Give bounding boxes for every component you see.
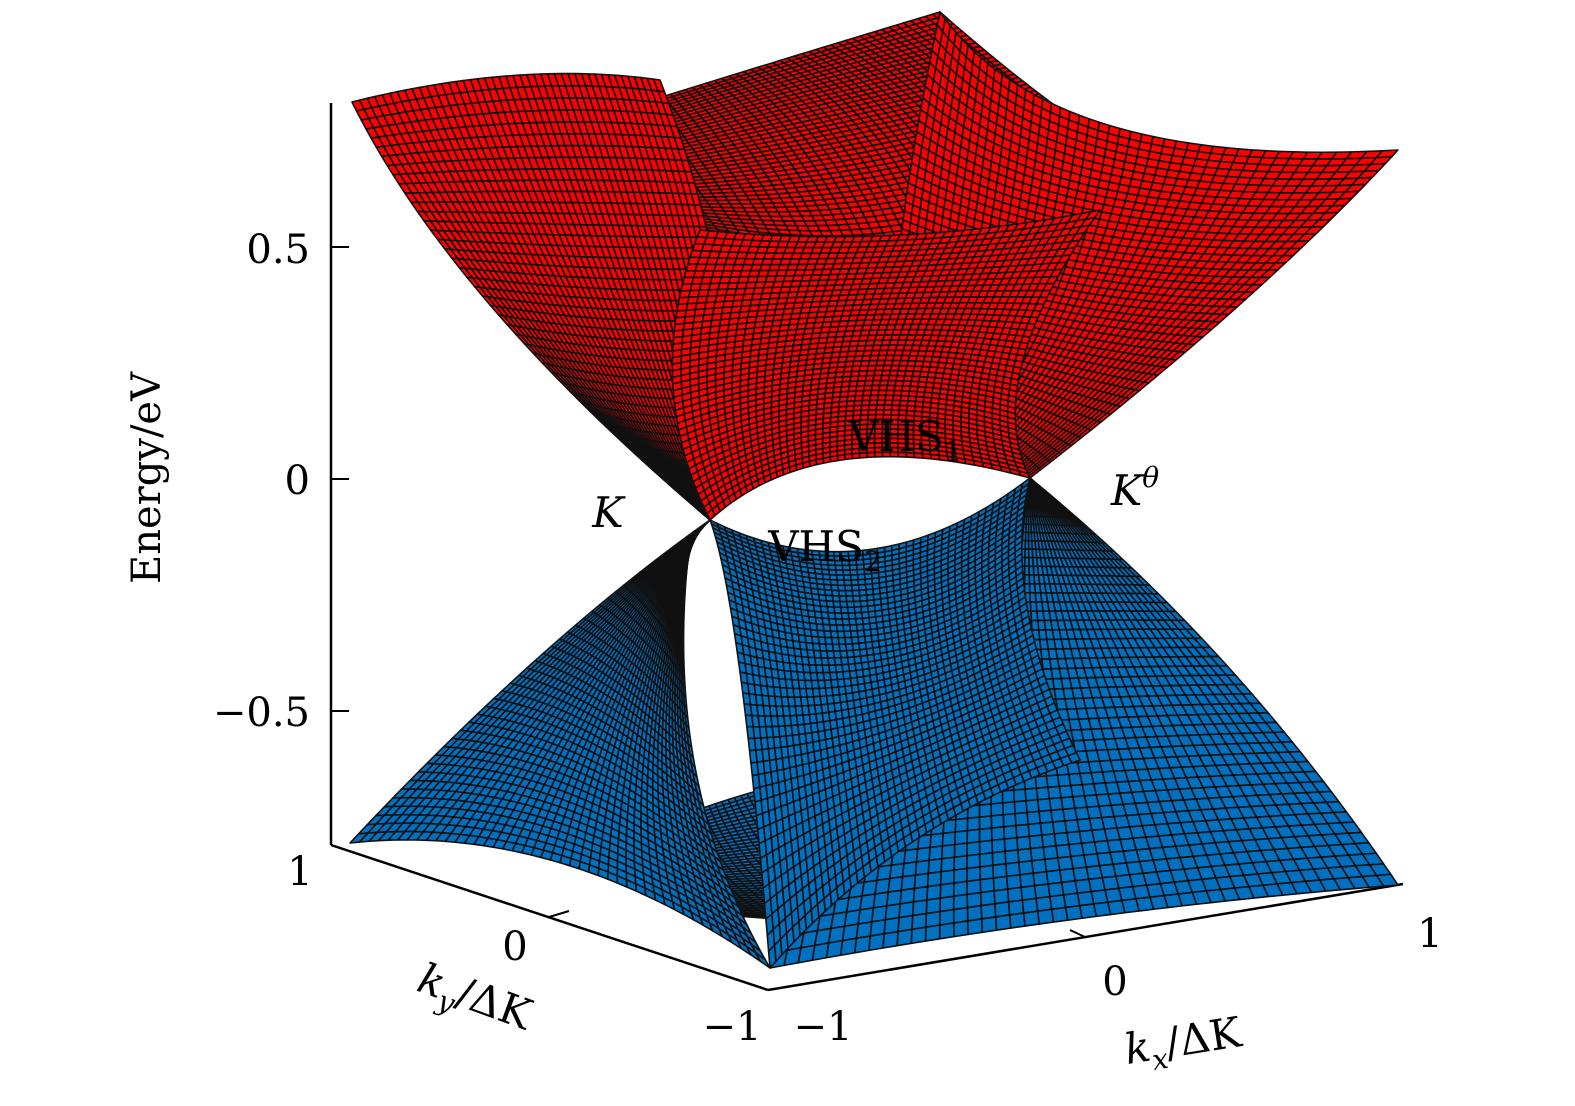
axes (329, 103, 1404, 992)
x-axis-line (767, 882, 1404, 992)
x-tick-mark (1069, 929, 1086, 938)
surfaces (349, 11, 1399, 969)
y-tick-mark (548, 910, 570, 918)
valence-band-left (349, 519, 771, 969)
